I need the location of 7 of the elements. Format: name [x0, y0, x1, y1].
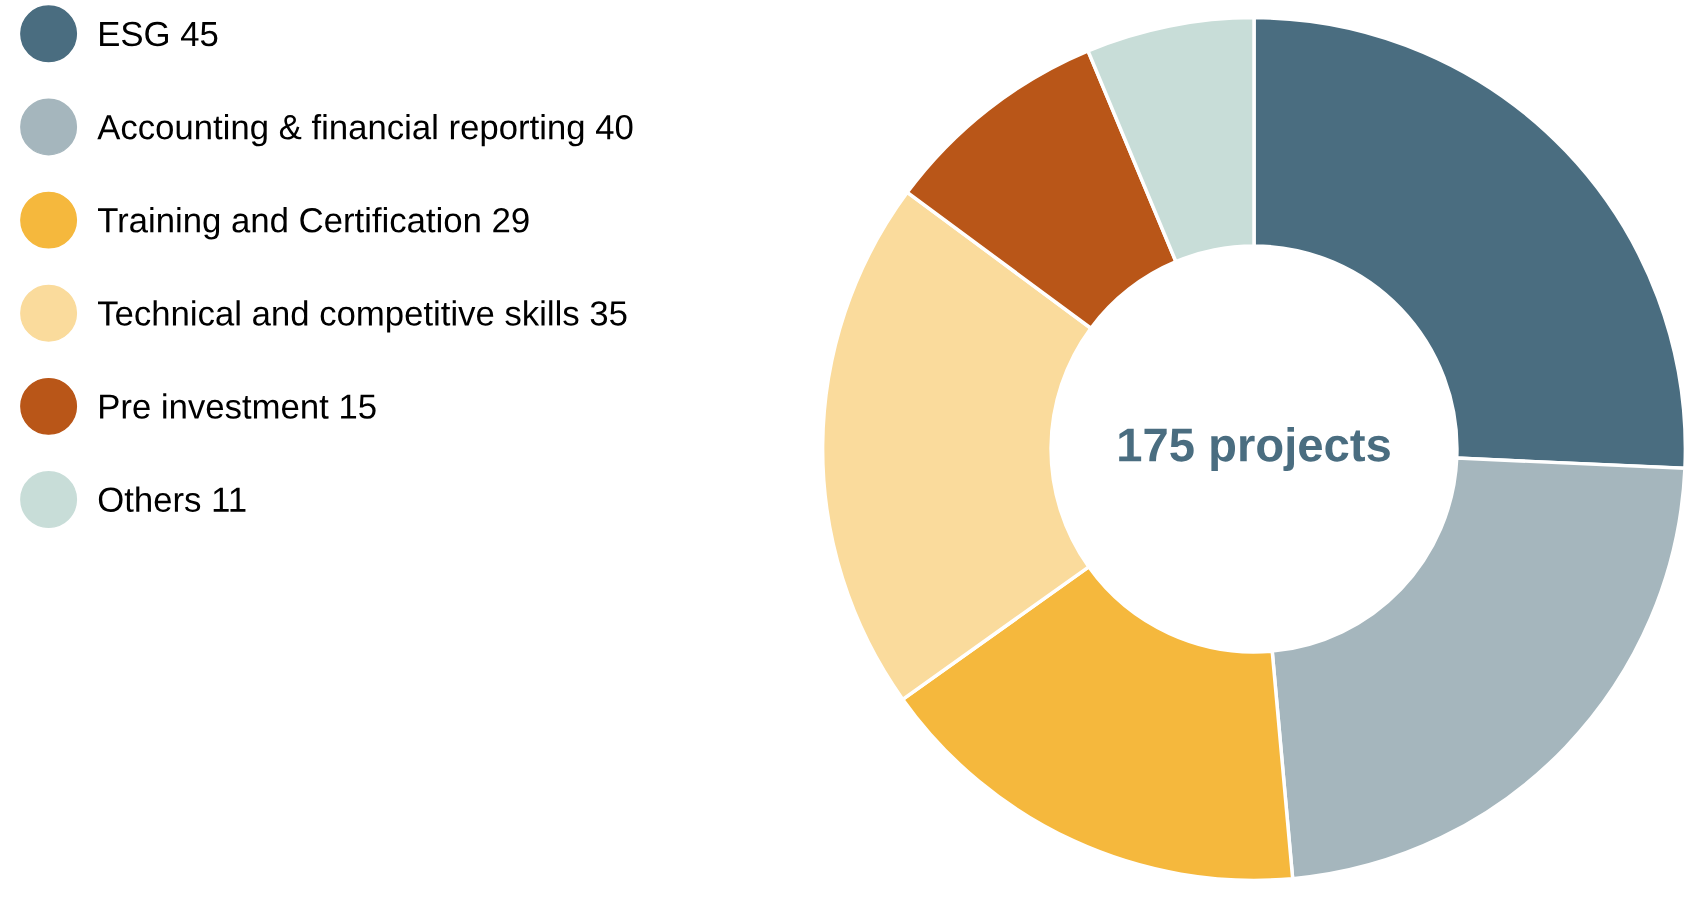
legend-label: Others 11 [98, 486, 246, 512]
legend-label: Training and Certification 29 [98, 207, 529, 240]
text: 175 projects [1119, 426, 1390, 472]
legend-label: ESG 45 [100, 21, 218, 47]
legend-label: Accounting & financial reporting 40 [97, 113, 633, 147]
legend-label: Pre investment 15 [100, 393, 376, 419]
legend-label: Technical and competitive skills 35 [98, 300, 627, 333]
